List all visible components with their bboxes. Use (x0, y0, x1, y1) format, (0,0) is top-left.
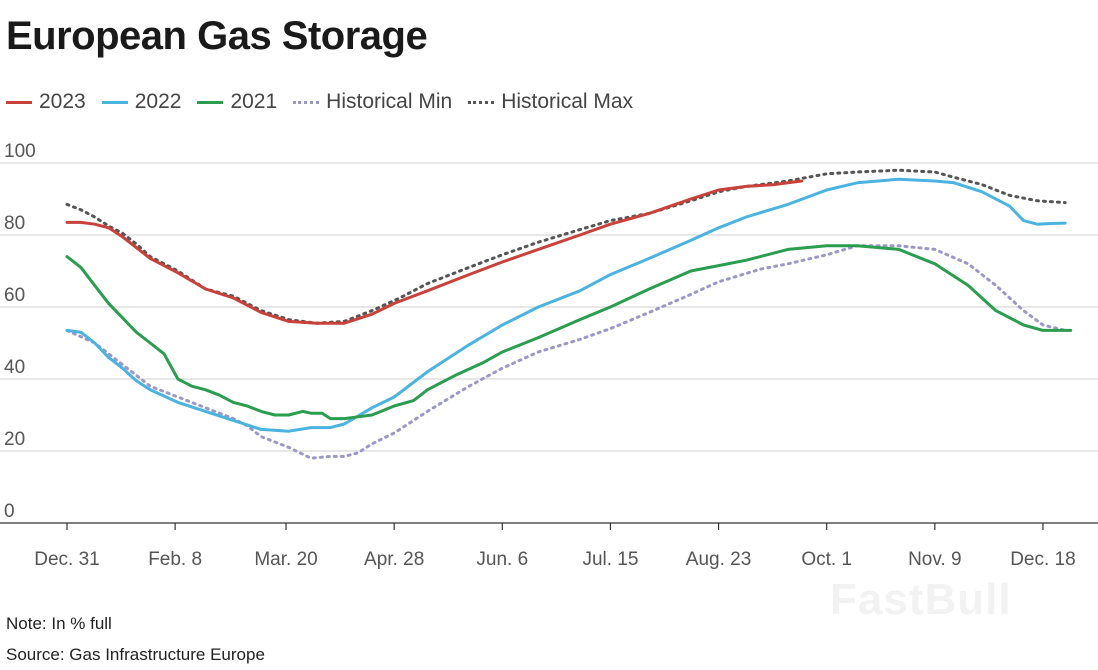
series-line-historical-max (65, 168, 1067, 325)
x-tick-label: Apr. 28 (364, 549, 424, 570)
legend-swatch (293, 100, 320, 104)
legend-item: 2023 (6, 90, 86, 114)
legend-label: 2023 (39, 90, 86, 113)
legend-label: Historical Max (501, 90, 634, 113)
y-tick-label: 0 (4, 501, 15, 522)
legend: 2023 2022 2021 Historical Min Historical Max (6, 90, 649, 114)
legend-swatch (197, 100, 224, 104)
x-tick-label: Nov. 9 (908, 549, 962, 570)
y-tick-label: 80 (4, 213, 25, 234)
watermark-logo: FastBull (830, 575, 1012, 624)
x-tick-label: Dec. 18 (1010, 549, 1075, 570)
legend-swatch (468, 100, 495, 104)
x-tick-label: Jun. 6 (476, 549, 528, 570)
x-tick-label: Oct. 1 (801, 549, 852, 570)
legend-item: Historical Max (468, 90, 633, 114)
line-chart: 0 20 40 60 80 100 Dec. 31 Feb. 8 Mar. 20 Apr. 28 J… (0, 141, 1098, 570)
series-line-2021 (65, 244, 1073, 421)
series-line-2023 (65, 179, 804, 325)
series-line-2022 (65, 177, 1067, 433)
legend-label: Historical Min (326, 90, 453, 113)
legend-label: 2022 (134, 90, 182, 113)
x-tick-label: Dec. 31 (34, 549, 99, 570)
legend-item: 2022 (101, 90, 182, 114)
x-tick-label: Feb. 8 (148, 549, 202, 570)
legend-item: Historical Min (293, 90, 452, 114)
y-tick-label: 40 (4, 357, 25, 378)
legend-swatch (6, 100, 32, 104)
series-line-historical-min (65, 244, 1067, 460)
y-tick-label: 60 (4, 285, 25, 306)
legend-swatch (101, 100, 128, 104)
x-tick-label: Jul. 15 (582, 549, 638, 570)
y-tick-label: 100 (4, 141, 36, 162)
legend-item: 2021 (197, 90, 277, 114)
y-tick-label: 20 (4, 429, 25, 450)
source-text: Source: Gas Infrastructure Europe (6, 645, 265, 664)
x-tick-label: Mar. 20 (254, 549, 317, 570)
note-text: Note: In % full (6, 614, 112, 633)
chart-title: European Gas Storage (6, 14, 428, 58)
legend-label: 2021 (230, 90, 278, 113)
x-tick-label: Aug. 23 (686, 549, 752, 570)
